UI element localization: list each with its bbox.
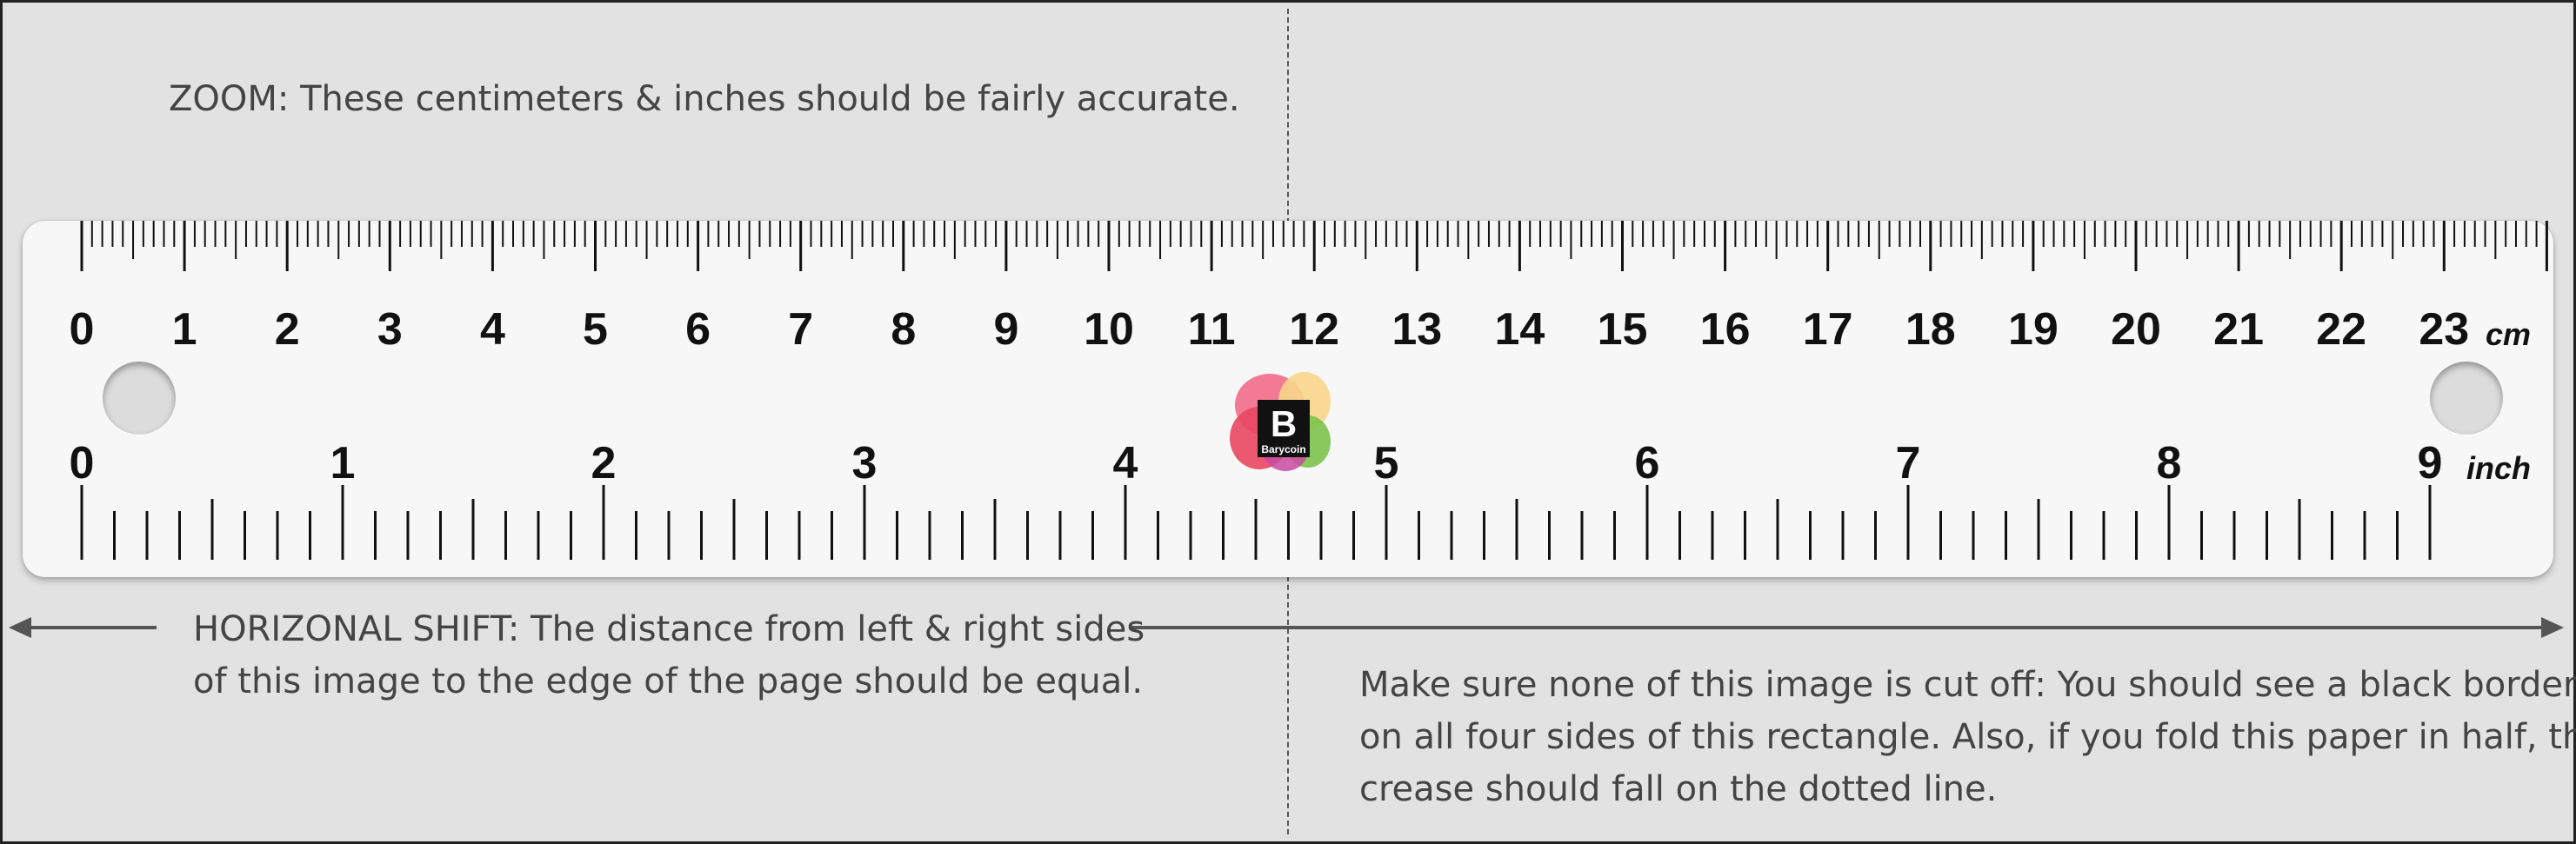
- horizontal-shift-note: HORIZONAL SHIFT: The distance from left …: [193, 603, 1145, 708]
- cm-label-15: 15: [1598, 304, 1648, 355]
- inch-label-8: 8: [2157, 438, 2182, 488]
- cm-unit-label: cm: [2486, 316, 2532, 352]
- inch-unit-label: inch: [2466, 450, 2532, 486]
- cm-label-6: 6: [685, 304, 711, 355]
- cm-label-17: 17: [1803, 304, 1853, 355]
- shift-label: HORIZONAL SHIFT:: [193, 609, 520, 649]
- ruler: 0 1 2 3 4 5 6 7 8 9 10 11 12 13 14 15 16 17 18 19 20 21 22 23 0 1…: [23, 221, 2553, 577]
- cm-label-22: 22: [2316, 304, 2366, 355]
- right-arrow-head: [2541, 617, 2564, 638]
- zoom-text: These centimeters & inches should be fai…: [289, 79, 1240, 119]
- left-arrow-head: [9, 617, 31, 638]
- cm-label-2: 2: [275, 304, 300, 355]
- inch-label-1: 1: [330, 438, 356, 488]
- zoom-note: ZOOM: These centimeters & inches should …: [169, 73, 1240, 125]
- barycoin-logo: B Barycoin: [1230, 372, 1331, 471]
- cm-label-8: 8: [891, 304, 916, 355]
- inch-label-7: 7: [1896, 438, 1921, 488]
- cm-label-12: 12: [1289, 304, 1339, 355]
- cm-label-10: 10: [1084, 304, 1134, 355]
- cutoff-line1: Make sure none of this image is cut off:…: [1359, 665, 2576, 705]
- cm-label-4: 4: [480, 304, 505, 355]
- cm-label-3: 3: [377, 304, 403, 355]
- cm-label-19: 19: [2008, 304, 2059, 355]
- cutoff-note: Make sure none of this image is cut off:…: [1359, 659, 2576, 815]
- cm-label-5: 5: [583, 304, 608, 355]
- ruler-ticks: 0 1 2 3 4 5 6 7 8 9 10 11 12 13 14 15 16 17 18 19 20 21 22 230 1…: [70, 221, 2548, 560]
- inch-label-2: 2: [591, 438, 617, 488]
- cm-label-7: 7: [788, 304, 813, 355]
- shift-line1-text: The distance from left & right sides: [519, 609, 1145, 649]
- cutoff-line3: crease should fall on the dotted line.: [1359, 769, 1998, 809]
- zoom-label: ZOOM:: [169, 79, 290, 119]
- ruler-hole-left: [103, 362, 176, 435]
- cm-label-1: 1: [172, 304, 197, 355]
- cm-label-14: 14: [1494, 304, 1545, 355]
- cm-label-13: 13: [1391, 304, 1442, 355]
- inch-label-6: 6: [1635, 438, 1660, 488]
- inch-label-4: 4: [1113, 438, 1138, 488]
- inch-label-9: 9: [2418, 438, 2443, 488]
- ruler-hole-right: [2430, 362, 2503, 435]
- cm-label-11: 11: [1188, 304, 1236, 355]
- inch-label-0: 0: [70, 438, 95, 488]
- inch-label-5: 5: [1374, 438, 1399, 488]
- shift-line2: of this image to the edge of the page sh…: [193, 661, 1144, 701]
- logo-text: Barycoin: [1261, 443, 1305, 455]
- cm-label-21: 21: [2213, 304, 2264, 355]
- cm-label-16: 16: [1700, 304, 1751, 355]
- cm-label-20: 20: [2111, 304, 2161, 355]
- cutoff-line2: on all four sides of this rectangle. Als…: [1359, 717, 2576, 757]
- inch-label-3: 3: [852, 438, 878, 488]
- cm-label-23: 23: [2419, 304, 2469, 355]
- cm-label-9: 9: [993, 304, 1018, 355]
- logo-letter: B: [1271, 403, 1297, 444]
- cm-label-0: 0: [70, 304, 95, 355]
- cm-label-18: 18: [1905, 304, 1956, 355]
